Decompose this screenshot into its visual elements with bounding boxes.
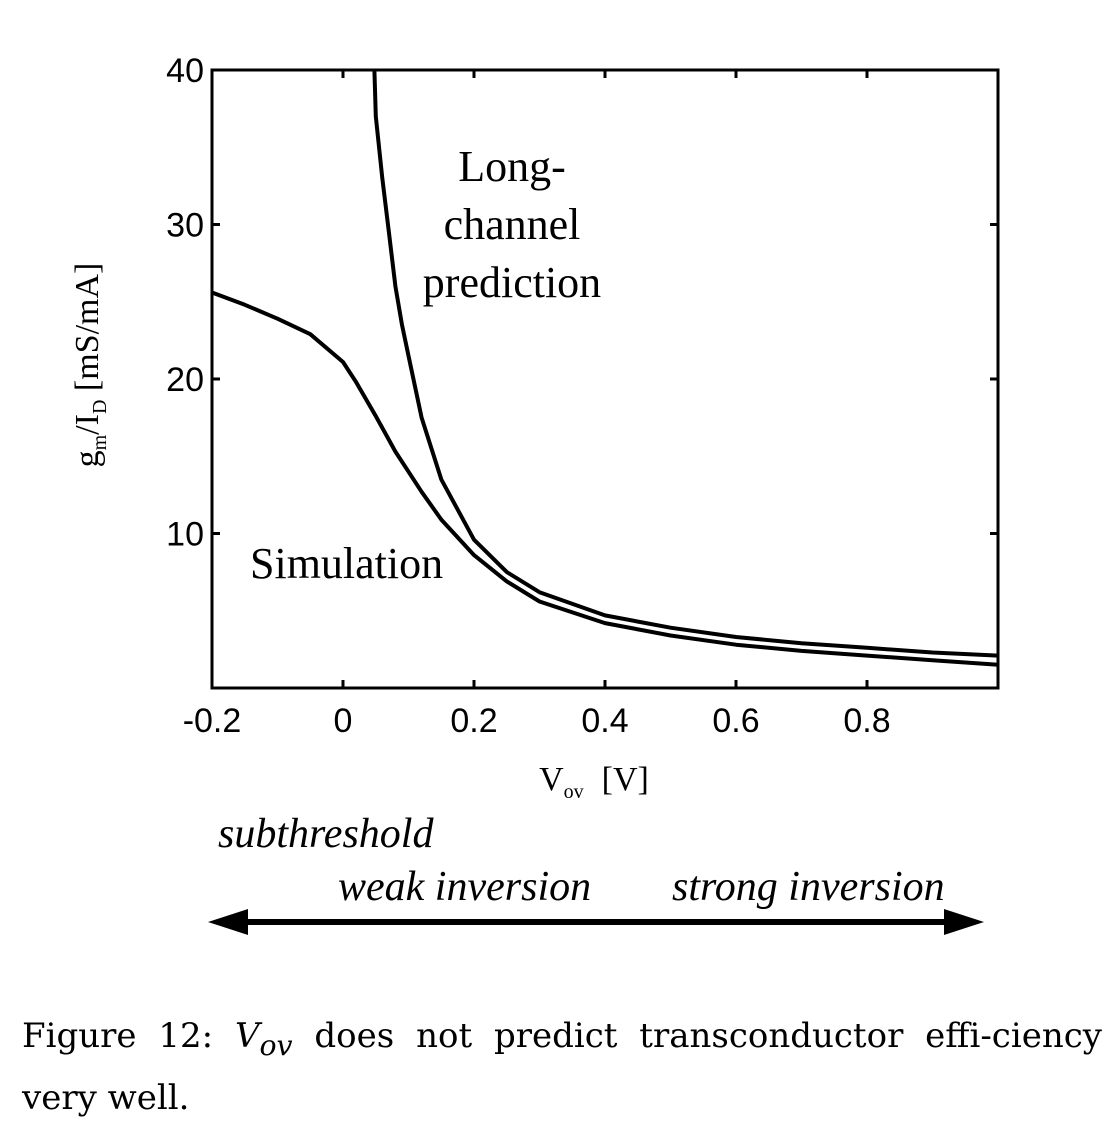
series-group <box>211 69 999 667</box>
series-line-long-channel <box>372 69 999 658</box>
x-tick-label: 0.8 <box>843 702 890 740</box>
caption-prefix: Figure 12: <box>22 1016 235 1056</box>
range-arrow-left-head <box>208 909 248 935</box>
y-tick-labels: 10 20 30 40 <box>166 52 204 554</box>
x-tick-label: 0.2 <box>450 702 497 740</box>
region-strong-inversion: strong inversion <box>672 864 945 910</box>
x-axis-title: Vov [V] <box>539 761 649 803</box>
y-ticks <box>212 68 998 535</box>
x-tick-labels: -0.2 0 0.2 0.4 0.6 0.8 <box>183 702 891 740</box>
y-axis-title-unit: [mS/mA] <box>69 263 106 400</box>
long-channel-label-line3: prediction <box>423 258 601 307</box>
range-arrow-right-head <box>944 909 984 935</box>
region-weak-inversion: weak inversion <box>338 864 591 910</box>
y-axis-title-sub-d: D <box>89 400 111 414</box>
caption-symbol-sub: ov <box>259 1028 293 1062</box>
x-tick-label: -0.2 <box>183 702 242 740</box>
y-tick-label: 20 <box>166 361 204 399</box>
region-subthreshold: subthreshold <box>218 811 434 857</box>
y-tick-label: 30 <box>166 207 204 245</box>
y-tick-label: 10 <box>166 516 204 554</box>
long-channel-label-line2: channel <box>444 200 581 249</box>
x-tick-label: 0 <box>334 702 353 740</box>
series-line-simulation <box>211 290 999 667</box>
caption-symbol-main: V <box>234 1016 260 1056</box>
y-axis-title-g: g <box>69 450 106 467</box>
y-axis-title-mid: /I <box>69 414 106 435</box>
x-axis-title-main: V <box>539 761 564 798</box>
figure-caption: Figure 12: Vov does not predict transcon… <box>22 1010 1102 1124</box>
y-axis-title: gm/ID [mS/mA] <box>69 263 111 468</box>
caption-rest: does not predict transconductor effi-cie… <box>22 1016 1102 1118</box>
x-tick-label: 0.6 <box>712 702 759 740</box>
x-tick-label: 0.4 <box>581 702 628 740</box>
caption-symbol: Vov <box>234 1016 293 1062</box>
y-axis-title-sub-m: m <box>89 434 111 450</box>
simulation-label: Simulation <box>250 539 443 588</box>
x-axis-title-sub: ov <box>564 781 584 803</box>
y-tick-label: 40 <box>166 52 204 90</box>
long-channel-label-line1: Long- <box>458 142 566 191</box>
plot-frame <box>210 68 1000 690</box>
x-axis-title-unit: [V] <box>602 761 649 798</box>
